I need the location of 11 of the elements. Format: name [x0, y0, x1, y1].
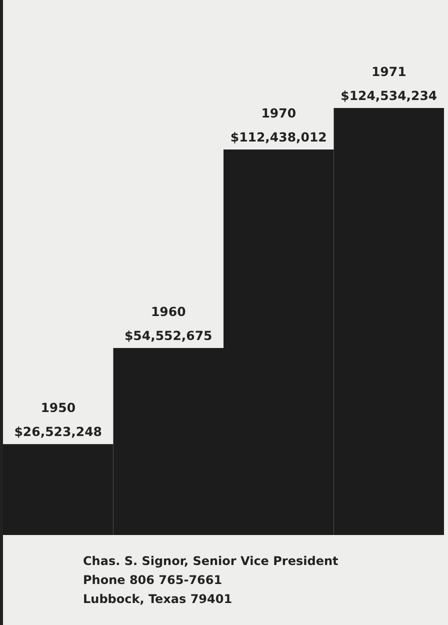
data-label: $124,534,234	[340, 88, 438, 104]
x-tick-label: 1960	[150, 304, 186, 319]
x-tick-label: 1970	[261, 106, 296, 120]
text: Phone 806 765-7661	[83, 572, 224, 589]
text: Lubbock, Texas 79401	[83, 591, 234, 608]
x-tick-label: 1971	[371, 64, 406, 80]
data-label: $54,552,675	[124, 328, 212, 343]
text: Chas. S. Signor, Senior Vice President	[83, 553, 338, 570]
data-label: $26,523,248	[14, 424, 102, 440]
x-tick-label: 1950	[40, 400, 76, 416]
data-label: $112,438,012	[230, 130, 327, 144]
